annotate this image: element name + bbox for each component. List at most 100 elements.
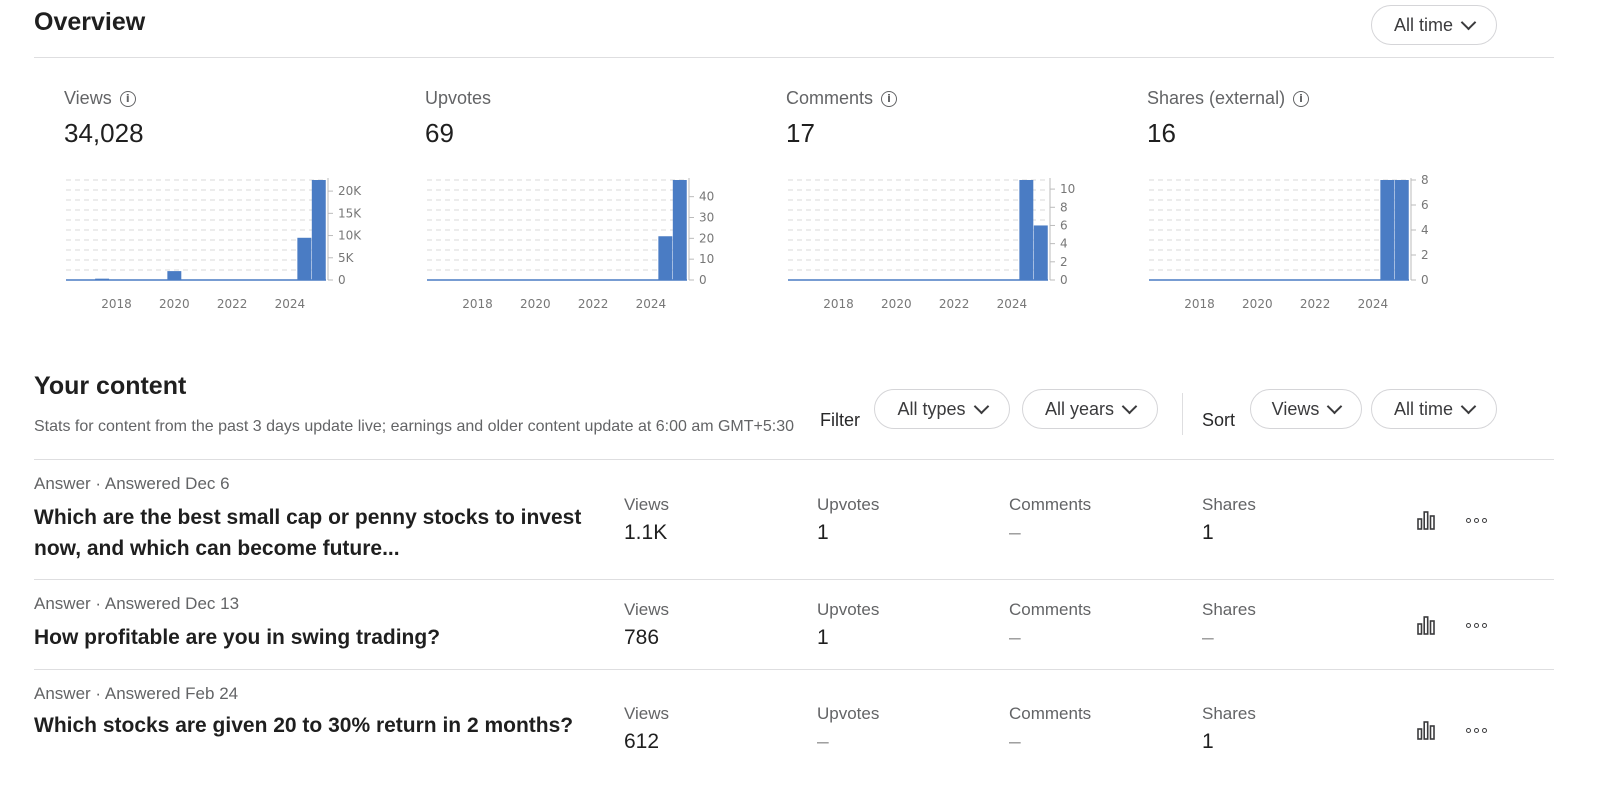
- stat-shares: Shares (external) i 16 0 2 4 6 8 2018 2020 2022…: [1117, 84, 1477, 324]
- row-meta: Answer · Answered Feb 24: [34, 684, 239, 703]
- bar-chart-icon[interactable]: [1416, 510, 1436, 530]
- x-tick-label: 2024: [1358, 297, 1389, 311]
- stat-views: Views i 34,028 0 5K 10K 15K 20K 2018 2020 2022 2…: [34, 84, 394, 324]
- bar: [1394, 180, 1409, 280]
- col-label-upvotes: Upvotes: [817, 704, 880, 723]
- stat-label-shares: Shares (external) i: [1147, 88, 1310, 109]
- table-row[interactable]: Answer · Answered Dec 13 How profitable …: [34, 580, 1554, 669]
- y-tick-label: 40: [699, 190, 714, 204]
- y-tick-label: 5K: [338, 251, 355, 265]
- row-meta: Answer · Answered Dec 13: [34, 594, 240, 613]
- stat-value-views: 34,028: [64, 118, 144, 148]
- y-tick-label: 30: [699, 211, 714, 225]
- y-tick-label: 20: [699, 231, 714, 245]
- filter-label: Filter: [820, 410, 860, 430]
- stat-value-shares: 16: [1147, 118, 1176, 148]
- row-title-link[interactable]: Which stocks are given 20 to 30% return …: [34, 714, 574, 737]
- info-icon[interactable]: i: [119, 90, 136, 107]
- x-tick-label: 2018: [823, 297, 854, 311]
- row-views: 786: [624, 626, 660, 649]
- sort-time-dropdown[interactable]: All time: [1371, 389, 1497, 429]
- more-horizontal-icon[interactable]: [1466, 726, 1490, 734]
- stat-label-comments: Comments i: [786, 88, 898, 109]
- row-shares: –: [1202, 626, 1214, 649]
- comments-chart: 0 2 4 6 8 10 2018 2020 2022 2024: [788, 178, 1075, 311]
- info-icon[interactable]: i: [881, 90, 898, 107]
- x-tick-label: 2020: [1242, 297, 1273, 311]
- x-tick-label: 2024: [636, 297, 667, 311]
- y-tick-label: 2: [1421, 248, 1429, 262]
- bar-chart-icon[interactable]: [1416, 720, 1436, 740]
- bar: [1033, 225, 1048, 280]
- y-tick-label: 6: [1060, 218, 1068, 232]
- bar: [1380, 180, 1395, 280]
- x-tick-label: 2018: [462, 297, 493, 311]
- y-tick-label: 10: [699, 252, 714, 266]
- bar: [167, 271, 182, 280]
- y-tick-label: 15K: [338, 206, 362, 220]
- row-comments: –: [1009, 626, 1021, 649]
- chevron-down-icon: [1460, 398, 1477, 415]
- stat-label-upvotes: Upvotes: [425, 88, 491, 109]
- stat-label-views: Views i: [64, 88, 136, 109]
- col-label-upvotes: Upvotes: [817, 600, 880, 619]
- y-tick-label: 2: [1060, 255, 1068, 269]
- upvotes-chart: 0 10 20 30 40 2018 2020 2022 2024: [427, 178, 714, 311]
- sort-by-dropdown[interactable]: Views: [1250, 389, 1362, 429]
- info-icon[interactable]: i: [1293, 90, 1310, 107]
- table-row[interactable]: Answer · Answered Dec 6 Which are the be…: [34, 460, 1554, 579]
- y-tick-label: 4: [1060, 237, 1068, 251]
- row-shares: 1: [1202, 730, 1214, 753]
- x-tick-label: 2022: [578, 297, 609, 311]
- y-tick-label: 0: [699, 273, 707, 287]
- col-label-comments: Comments: [1009, 495, 1092, 514]
- row-comments: –: [1009, 730, 1021, 753]
- bar: [297, 237, 312, 280]
- content-divider: [34, 459, 1554, 460]
- y-tick-label: 0: [1421, 273, 1429, 287]
- bar-chart-icon[interactable]: [1416, 615, 1436, 635]
- chevron-down-icon: [973, 398, 989, 415]
- y-tick-label: 0: [1060, 273, 1068, 287]
- row-shares: 1: [1202, 521, 1214, 544]
- overview-time-filter[interactable]: All time: [1371, 5, 1497, 45]
- shares-chart: 0 2 4 6 8 2018 2020 2022 2024: [1149, 174, 1429, 311]
- col-label-comments: Comments: [1009, 600, 1092, 619]
- row-title-link[interactable]: How profitable are you in swing trading?: [34, 626, 441, 649]
- x-tick-label: 2022: [1300, 297, 1331, 311]
- more-horizontal-icon[interactable]: [1466, 621, 1490, 629]
- chevron-down-icon: [1121, 398, 1138, 415]
- row-views: 1.1K: [624, 521, 668, 544]
- col-label-shares: Shares: [1202, 495, 1256, 514]
- filter-years-dropdown[interactable]: All years: [1022, 389, 1158, 429]
- row-title-link[interactable]: Which are the best small cap or penny st…: [34, 506, 582, 560]
- views-chart: 0 5K 10K 15K 20K 2018 2020 2022 2024: [66, 178, 362, 311]
- y-tick-label: 8: [1421, 174, 1429, 187]
- content-title: Your content: [34, 372, 187, 400]
- col-label-upvotes: Upvotes: [817, 495, 880, 514]
- stat-comments: Comments i 17 0 2 4 6 8 10 2018 2020 2022 2024: [756, 84, 1116, 324]
- col-label-views: Views: [624, 495, 670, 514]
- bar: [658, 236, 673, 280]
- bar: [311, 180, 326, 280]
- y-tick-label: 0: [338, 273, 346, 287]
- x-tick-label: 2024: [275, 297, 306, 311]
- row-views: 612: [624, 730, 660, 753]
- sort-time-label: All time: [1393, 398, 1453, 419]
- y-tick-label: 4: [1421, 223, 1429, 237]
- stat-value-upvotes: 69: [425, 118, 454, 148]
- chevron-down-icon: [1460, 14, 1477, 31]
- controls-separator: [1182, 393, 1183, 435]
- y-tick-label: 10K: [338, 229, 362, 243]
- filter-types-dropdown[interactable]: All types: [874, 389, 1010, 429]
- chevron-down-icon: [1327, 398, 1343, 415]
- stat-label-text: Views: [64, 88, 112, 108]
- y-tick-label: 8: [1060, 200, 1068, 214]
- content-description: Stats for content from the past 3 days u…: [34, 418, 795, 435]
- more-horizontal-icon[interactable]: [1466, 516, 1490, 524]
- x-tick-label: 2022: [939, 297, 970, 311]
- stat-value-comments: 17: [786, 118, 815, 148]
- x-tick-label: 2018: [1184, 297, 1215, 311]
- table-row[interactable]: Answer · Answered Feb 24 Which stocks ar…: [34, 670, 1554, 798]
- row-divider: [34, 669, 1554, 670]
